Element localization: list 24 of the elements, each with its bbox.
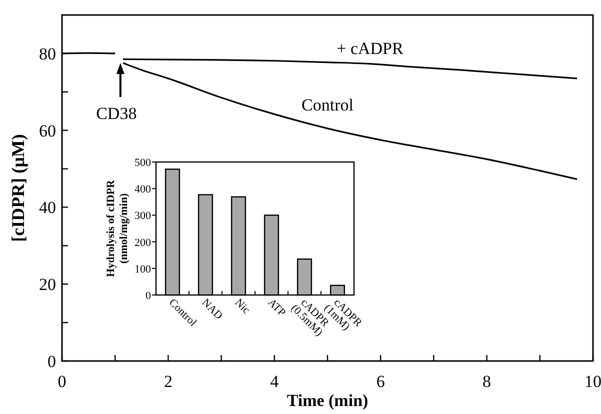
x-tick-label: 4 bbox=[270, 372, 280, 391]
x-tick-label: 6 bbox=[376, 372, 385, 391]
y-tick-label: 300 bbox=[134, 210, 152, 222]
y-tick-label: 400 bbox=[134, 184, 152, 196]
y-tick-label: 40 bbox=[39, 198, 56, 218]
series-label: + cADPR bbox=[336, 38, 404, 58]
x-tick-label: ATP bbox=[265, 296, 288, 319]
line-series bbox=[122, 58, 578, 80]
y-tick-label: 80 bbox=[39, 44, 56, 64]
y-axis-title: [cIDPR] (µM) bbox=[8, 134, 28, 242]
annotation: CD38 bbox=[96, 104, 137, 124]
x-tick-label: 2 bbox=[164, 372, 172, 391]
x-axis-title: Time (min) bbox=[286, 391, 368, 410]
y-tick-label: 60 bbox=[39, 121, 56, 140]
x-tick-label: 8 bbox=[482, 372, 492, 391]
x-tick-label: 10 bbox=[584, 372, 601, 391]
y-axis-title: Hydrolysis of cIDPR (nmol/mg/min) bbox=[105, 178, 130, 277]
y-tick-label: 100 bbox=[134, 263, 152, 276]
y-tick-label: 200 bbox=[134, 236, 152, 249]
y-tick-label: 0 bbox=[48, 352, 56, 371]
y-tick-label: 20 bbox=[39, 275, 56, 294]
y-tick-label: 500 bbox=[134, 157, 152, 169]
x-tick-label: Nic bbox=[232, 296, 252, 316]
series-label: Control bbox=[302, 95, 354, 114]
